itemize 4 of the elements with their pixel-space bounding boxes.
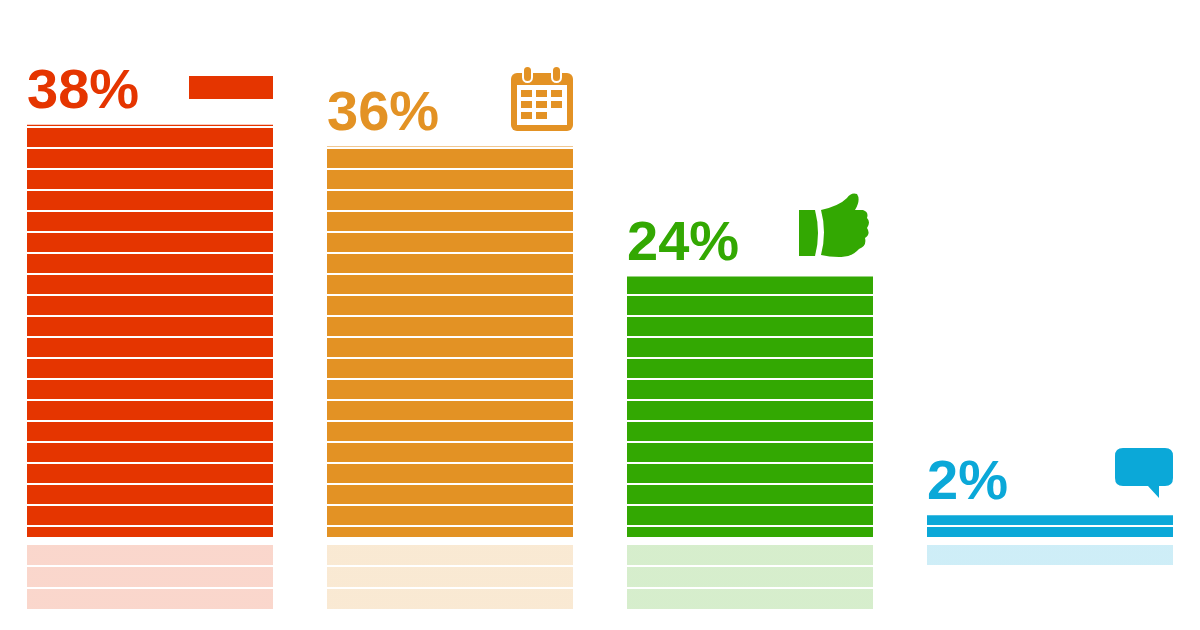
- data-label: 38%: [27, 57, 140, 121]
- data-label: 2%: [927, 447, 1008, 511]
- data-label: 24%: [627, 209, 740, 273]
- data-label: 36%: [327, 78, 440, 142]
